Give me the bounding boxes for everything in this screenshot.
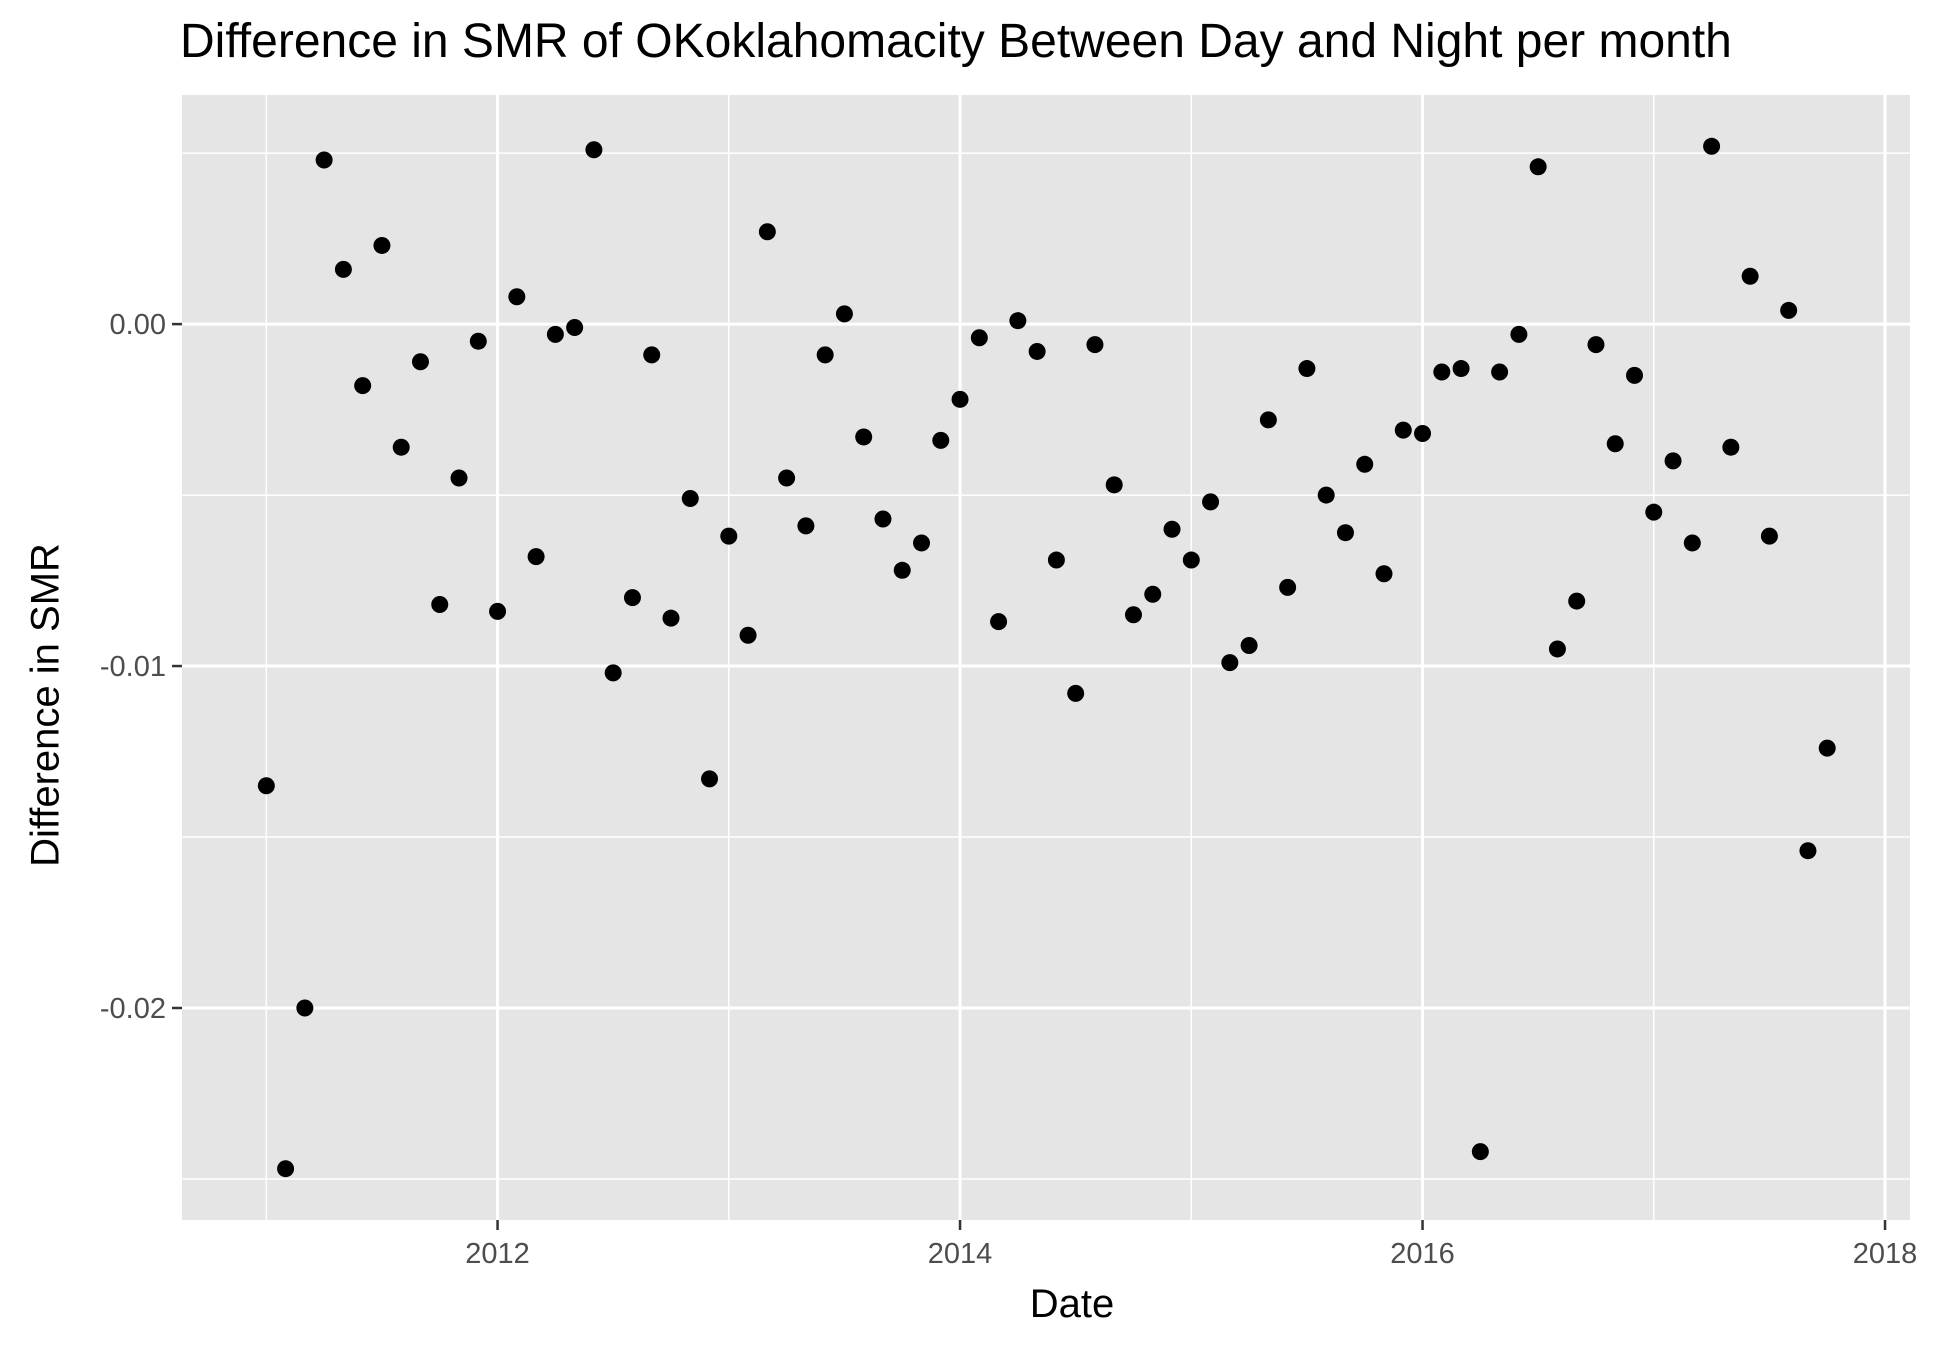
data-point [1240,637,1258,655]
data-point [835,305,853,323]
data-point [1202,493,1220,511]
data-point [1491,363,1509,381]
data-point [1664,452,1682,470]
data-point [1587,336,1605,354]
data-point [1047,551,1065,569]
data-point [1259,411,1277,429]
minor-gridlines [182,95,1910,1220]
data-point [315,151,333,169]
data-point [1124,606,1142,624]
data-point [527,548,545,566]
data-point [1818,739,1836,757]
data-point [797,517,815,535]
x-tick-label: 2014 [928,1238,993,1270]
data-point [1780,301,1798,319]
major-gridlines [182,95,1910,1220]
data-point [1568,592,1586,610]
data-point [1144,585,1162,603]
data-point [970,329,988,347]
data-point [1760,527,1778,545]
data-point [1317,486,1335,504]
data-point [893,561,911,579]
data-point [277,1160,295,1178]
data-point [1067,684,1085,702]
data-point [566,319,584,337]
data-point [489,602,507,620]
data-point [1683,534,1701,552]
data-point [508,288,526,306]
data-point [720,527,738,545]
data-point [1163,520,1181,538]
data-point [1741,267,1759,285]
data-point [1703,137,1721,155]
axis-ticks [172,322,1887,1230]
data-point [1086,336,1104,354]
data-point [855,428,873,446]
data-point [354,377,372,395]
data-point [1452,360,1470,378]
y-tick-label: 0.00 [110,309,166,341]
x-axis-label: Date [1029,1282,1115,1326]
data-point [411,353,429,371]
data-point [585,141,603,159]
plot-panel [182,95,1910,1220]
data-point [932,431,950,449]
data-point [1645,503,1663,521]
data-point [1009,312,1027,330]
data-points [257,137,1836,1178]
data-point [1799,842,1817,860]
y-tick-label: -0.02 [100,993,166,1025]
data-point [778,469,796,487]
data-point [1298,360,1316,378]
tick-labels: 2012 2014 2016 2018 0.00 -0.01 -0.02 [100,309,1917,1270]
data-point [913,534,931,552]
y-tick-label: -0.01 [100,651,166,683]
x-tick-label: 2016 [1390,1238,1455,1270]
data-point [1510,325,1528,343]
data-point [604,664,622,682]
data-point [334,260,352,278]
data-point [1105,476,1123,494]
data-point [1471,1143,1489,1161]
data-point [701,770,719,788]
x-tick-label: 2012 [465,1238,530,1270]
data-point [450,469,468,487]
data-point [469,332,487,350]
data-point [373,236,391,254]
chart-title: Difference in SMR of OKoklahomacity Betw… [180,15,1732,68]
data-point [990,613,1008,631]
x-tick-label: 2018 [1853,1238,1918,1270]
data-point [816,346,834,364]
data-point [1606,435,1624,453]
data-point [546,325,564,343]
data-point [257,777,275,795]
data-point [1356,455,1374,473]
data-point [643,346,661,364]
data-point [392,438,410,456]
data-point [1028,342,1046,360]
data-point [739,626,757,644]
data-point [681,489,699,507]
data-point [1375,565,1393,583]
data-point [296,999,314,1017]
data-point [1394,421,1412,439]
data-point [1336,524,1354,542]
data-point [1626,366,1644,384]
data-point [1433,363,1451,381]
data-point [662,609,680,627]
data-point [1221,654,1239,672]
data-point [1548,640,1566,658]
data-point [1182,551,1200,569]
data-point [1414,425,1432,443]
data-point [1529,158,1547,176]
data-point [623,589,641,607]
data-point [874,510,892,528]
data-point [951,390,969,408]
data-point [431,595,449,613]
data-point [758,223,776,241]
data-point [1722,438,1740,456]
data-point [1279,578,1297,596]
